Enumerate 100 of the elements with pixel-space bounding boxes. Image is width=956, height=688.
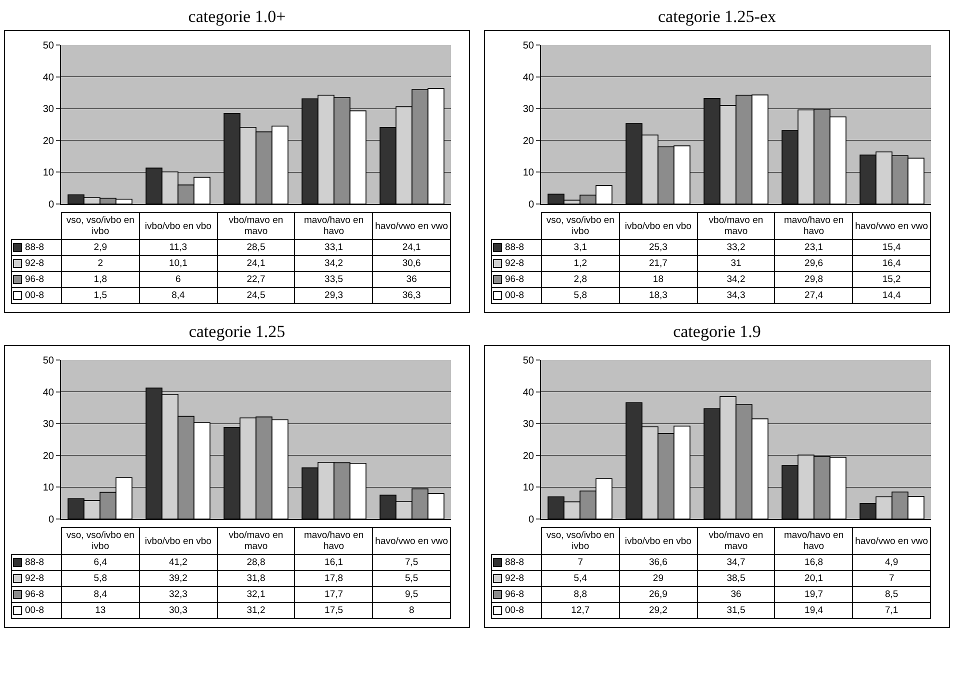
data-label: 15,4 [852, 240, 930, 256]
data-label: 8,8 [542, 586, 620, 602]
data-label: 27,4 [774, 288, 853, 304]
y-tick-label: 10 [42, 482, 54, 494]
legend-label: 88-8 [12, 554, 62, 570]
data-label: 1,5 [62, 288, 140, 304]
y-tick-label: 50 [42, 40, 54, 52]
data-label: 33,2 [697, 240, 775, 256]
data-label: 22,7 [217, 272, 295, 288]
y-tick-label: 50 [522, 356, 534, 366]
data-label: 16,1 [294, 554, 373, 570]
data-label: 31,2 [217, 602, 295, 618]
y-tick-label: 10 [42, 168, 54, 179]
y-tick-label: 10 [522, 168, 534, 179]
chart-title: categorie 1.25 [188, 321, 286, 343]
data-label: 29 [619, 570, 698, 586]
legend-label: 88-8 [12, 240, 62, 256]
data-label: 24,1 [217, 256, 295, 272]
data-label: 9,5 [372, 586, 450, 602]
y-tick-label: 20 [522, 136, 534, 147]
data-label: 17,5 [294, 602, 373, 618]
data-label: 36 [697, 586, 775, 602]
data-label: 7,1 [852, 602, 930, 618]
data-label: 39,2 [139, 570, 218, 586]
data-label: 6,4 [62, 554, 140, 570]
data-label: 15,2 [852, 272, 930, 288]
data-label: 21,7 [619, 256, 698, 272]
data-label: 5,4 [542, 570, 620, 586]
data-label: 33,5 [294, 272, 373, 288]
data-label: 33,1 [294, 240, 373, 256]
data-label: 23,1 [774, 240, 853, 256]
y-tick-label: 30 [42, 104, 54, 116]
data-label: 5,5 [372, 570, 450, 586]
x-tick-label: vso, vso/ivbo en ivbo [62, 212, 140, 240]
y-tick-label: 20 [42, 450, 54, 462]
data-label: 30,3 [139, 602, 218, 618]
data-label: 19,7 [774, 586, 853, 602]
data-label: 4,9 [852, 554, 930, 570]
data-label: 31,8 [217, 570, 295, 586]
x-tick-label: ivbo/vbo en vbo [139, 528, 218, 554]
data-label: 34,3 [697, 288, 775, 304]
x-tick-label: havo/vwo en vwo [372, 212, 450, 240]
data-label: 6 [139, 272, 218, 288]
x-tick-label: vbo/mavo en mavo [697, 528, 775, 554]
y-tick-label: 0 [528, 514, 534, 526]
y-tick-label: 20 [522, 450, 534, 462]
x-tick-label: vso, vso/ivbo en ivbo [542, 212, 620, 240]
y-tick-label: 20 [42, 136, 54, 147]
data-label: 10,1 [139, 256, 218, 272]
x-tick-label: vbo/mavo en mavo [217, 212, 295, 240]
data-label: 8 [372, 602, 450, 618]
data-label: 24,1 [372, 240, 450, 256]
data-label: 8,4 [62, 586, 140, 602]
data-label: 18 [619, 272, 698, 288]
data-label: 2 [62, 256, 140, 272]
x-tick-label: havo/vwo en vwo [852, 212, 930, 240]
x-tick-label: mavo/havo en havo [774, 212, 853, 240]
data-label: 17,8 [294, 570, 373, 586]
x-tick-label: ivbo/vbo en vbo [139, 212, 218, 240]
data-label: 32,1 [217, 586, 295, 602]
data-label: 19,4 [774, 602, 853, 618]
data-label: 29,8 [774, 272, 853, 288]
data-label: 36,3 [372, 288, 450, 304]
y-tick-label: 40 [522, 72, 534, 84]
y-tick-label: 30 [522, 419, 534, 430]
legend-label: 96-8 [492, 272, 542, 288]
data-label: 31,5 [697, 602, 775, 618]
data-label: 20,1 [774, 570, 853, 586]
data-label: 8,4 [139, 288, 218, 304]
data-label: 2,9 [62, 240, 140, 256]
data-label: 14,4 [852, 288, 930, 304]
legend-label: 00-8 [12, 602, 62, 618]
data-label: 34,2 [697, 272, 775, 288]
x-tick-label: mavo/havo en havo [294, 212, 373, 240]
data-label: 25,3 [619, 240, 698, 256]
legend-label: 88-8 [492, 240, 542, 256]
x-tick-label: ivbo/vbo en vbo [619, 212, 698, 240]
data-label: 7 [542, 554, 620, 570]
legend-label: 92-8 [12, 256, 62, 272]
data-label: 26,9 [619, 586, 698, 602]
data-label: 24,5 [217, 288, 295, 304]
data-label: 7,5 [372, 554, 450, 570]
x-tick-label: vbo/mavo en mavo [217, 528, 295, 554]
y-tick-label: 40 [42, 72, 54, 84]
x-tick-label: ivbo/vbo en vbo [619, 528, 698, 554]
data-label: 1,2 [542, 256, 620, 272]
x-tick-label: vso, vso/ivbo en ivbo [62, 528, 140, 554]
x-tick-label: mavo/havo en havo [774, 528, 853, 554]
legend-label: 00-8 [492, 288, 542, 304]
legend-label: 00-8 [12, 288, 62, 304]
chart-title: categorie 1.0+ [187, 6, 287, 28]
y-tick-label: 0 [528, 200, 534, 210]
legend-label: 00-8 [492, 602, 542, 618]
data-label: 30,6 [372, 256, 450, 272]
y-tick-label: 0 [48, 514, 54, 526]
data-label: 34,2 [294, 256, 373, 272]
data-label: 38,5 [697, 570, 775, 586]
x-tick-label: mavo/havo en havo [294, 528, 373, 554]
data-label: 29,2 [619, 602, 698, 618]
data-label: 36 [372, 272, 450, 288]
